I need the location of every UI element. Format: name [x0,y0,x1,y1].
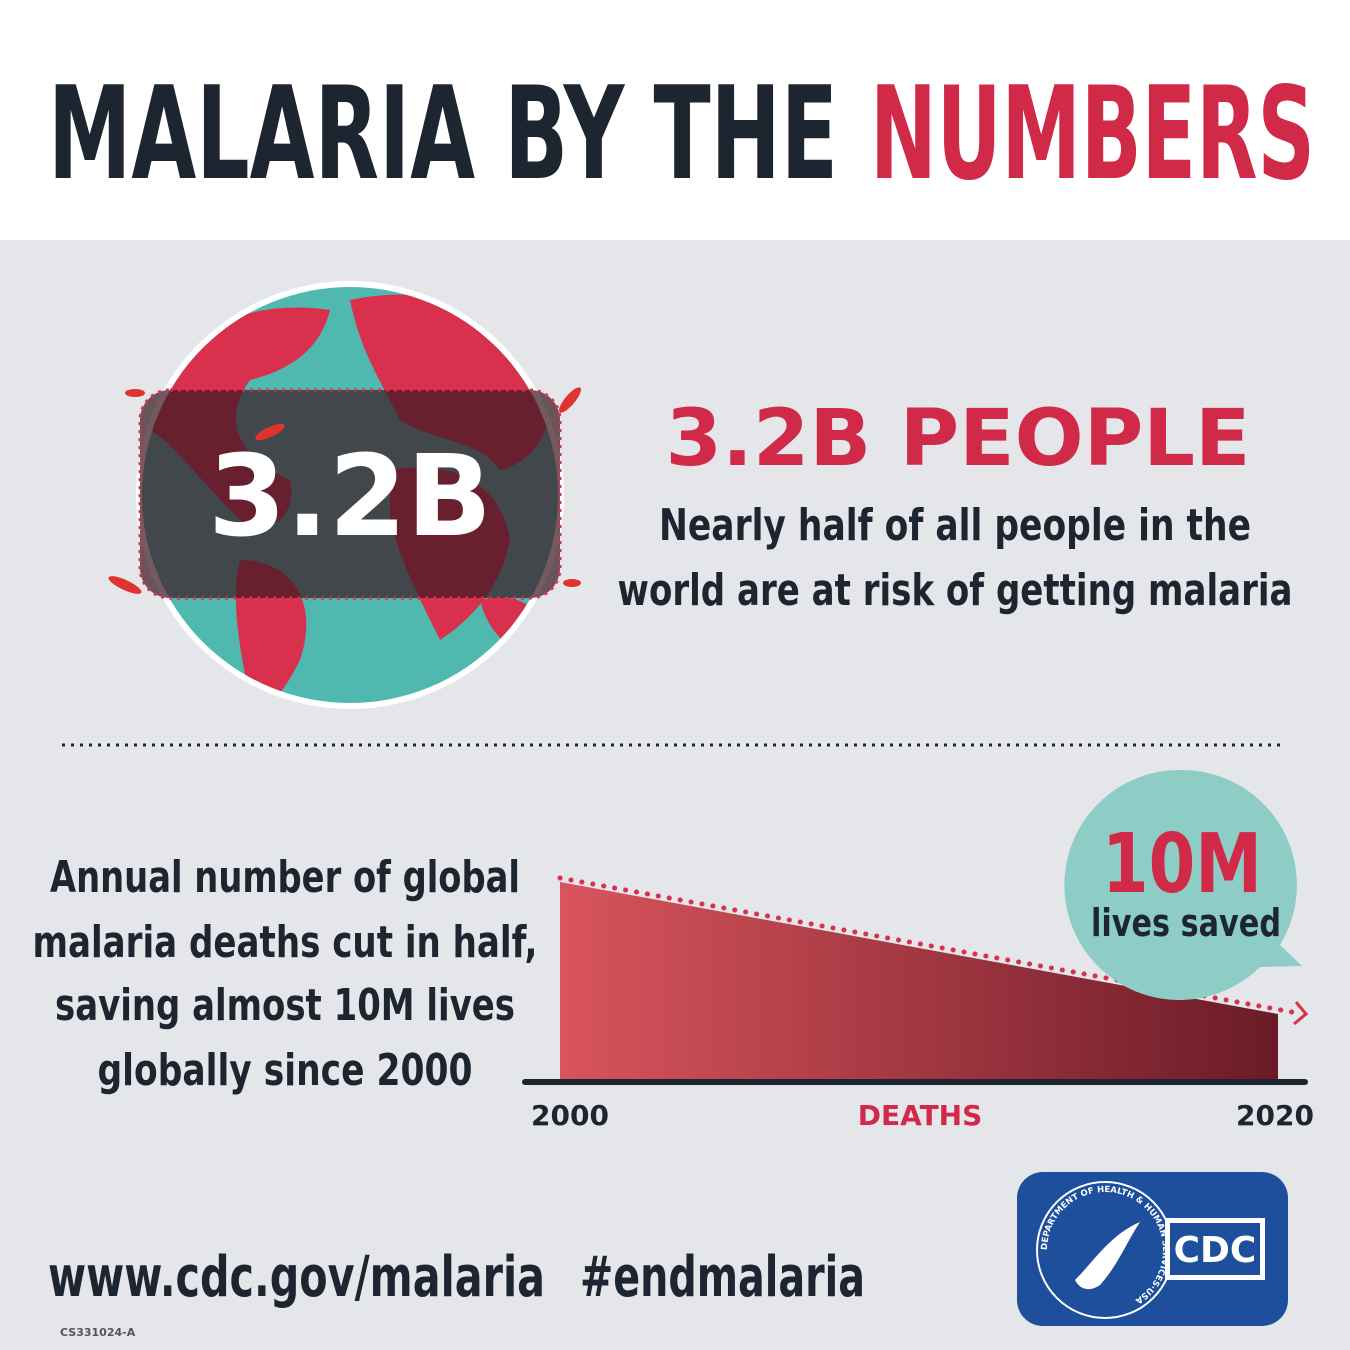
globe-band [138,388,562,600]
mosquito [563,579,581,587]
globe-label: 3.2B [208,432,492,562]
mosquito [108,576,142,594]
mosquito [255,423,285,441]
mosquito [125,389,145,397]
trend-arrow [1293,1001,1309,1026]
footer-url[interactable]: www.cdc.gov/malaria [48,1245,545,1310]
footer-hashtag: #endmalaria [580,1245,865,1310]
deaths-description: Annual number of global [50,852,520,903]
callout-bubble [1064,769,1302,1000]
footer-code: CS331024-A [60,1326,136,1339]
axis-label: DEATHS [858,1099,983,1132]
callout-text: lives saved [1091,901,1281,945]
risk-description: Nearly half of all people in the [659,500,1251,551]
callout-value: 10M [1102,817,1262,912]
risk-description: world are at risk of getting malaria [618,565,1293,616]
mosquitoes [108,387,581,594]
title-highlight: NUMBERS [870,60,1315,209]
cdc-inner [1170,1223,1260,1275]
mosquito [559,387,581,413]
seal-eagle [1075,1222,1140,1290]
deaths-description: malaria deaths cut in half, [33,917,538,968]
deaths-description: globally since 2000 [98,1045,473,1096]
cdc-text: CDC [1174,1230,1257,1271]
risk-heading: 3.2B PEOPLE [666,394,1251,484]
axis-start: 2000 [531,1099,609,1132]
axis-end: 2020 [1236,1099,1314,1132]
continent [150,307,330,528]
deaths-description: saving almost 10M lives [55,980,515,1031]
deaths-area [560,882,1278,1082]
header-bg [0,0,1350,240]
title: MALARIA BY THE [48,60,838,209]
